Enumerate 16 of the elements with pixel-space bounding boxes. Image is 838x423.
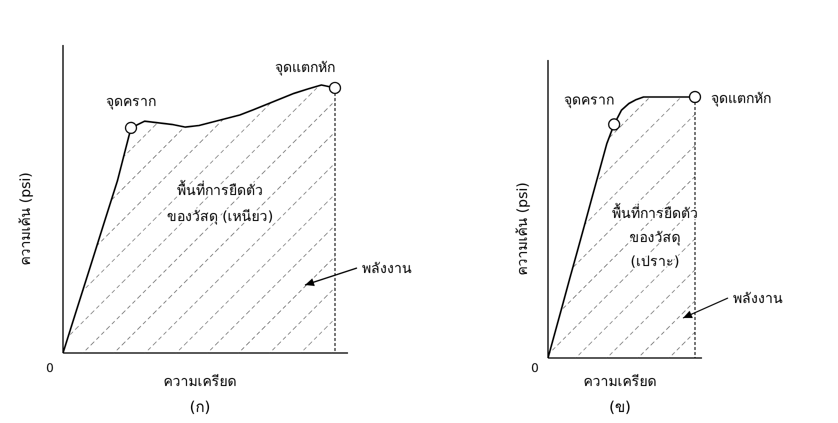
text: พลังงาน <box>733 291 783 307</box>
y-axis-title: ความเค้น (psi) <box>515 182 531 276</box>
text: 0 <box>46 361 54 375</box>
x-axis-title: ความเครียด <box>164 374 236 390</box>
annotation: พื้นที่การยืดตัว ของวัสดุ (เหนียว) <box>166 180 274 225</box>
text: (ข) <box>609 398 631 416</box>
x-axis-title: ความเครียด <box>584 374 656 390</box>
text: (ก) <box>190 398 210 416</box>
annotation: จุดคราก <box>106 94 156 110</box>
text: จุดแตกหัก <box>711 91 771 107</box>
text: จุดแตกหัก <box>275 60 335 76</box>
text: 0 <box>531 361 539 375</box>
y-axis-title: ความเค้น (psi) <box>18 172 34 266</box>
text: พลังงาน <box>362 261 412 277</box>
annotation: พื้นที่การยืดตัว ของวัสดุ (เปราะ) <box>612 203 698 270</box>
annotation: จุดคราก <box>564 92 614 108</box>
